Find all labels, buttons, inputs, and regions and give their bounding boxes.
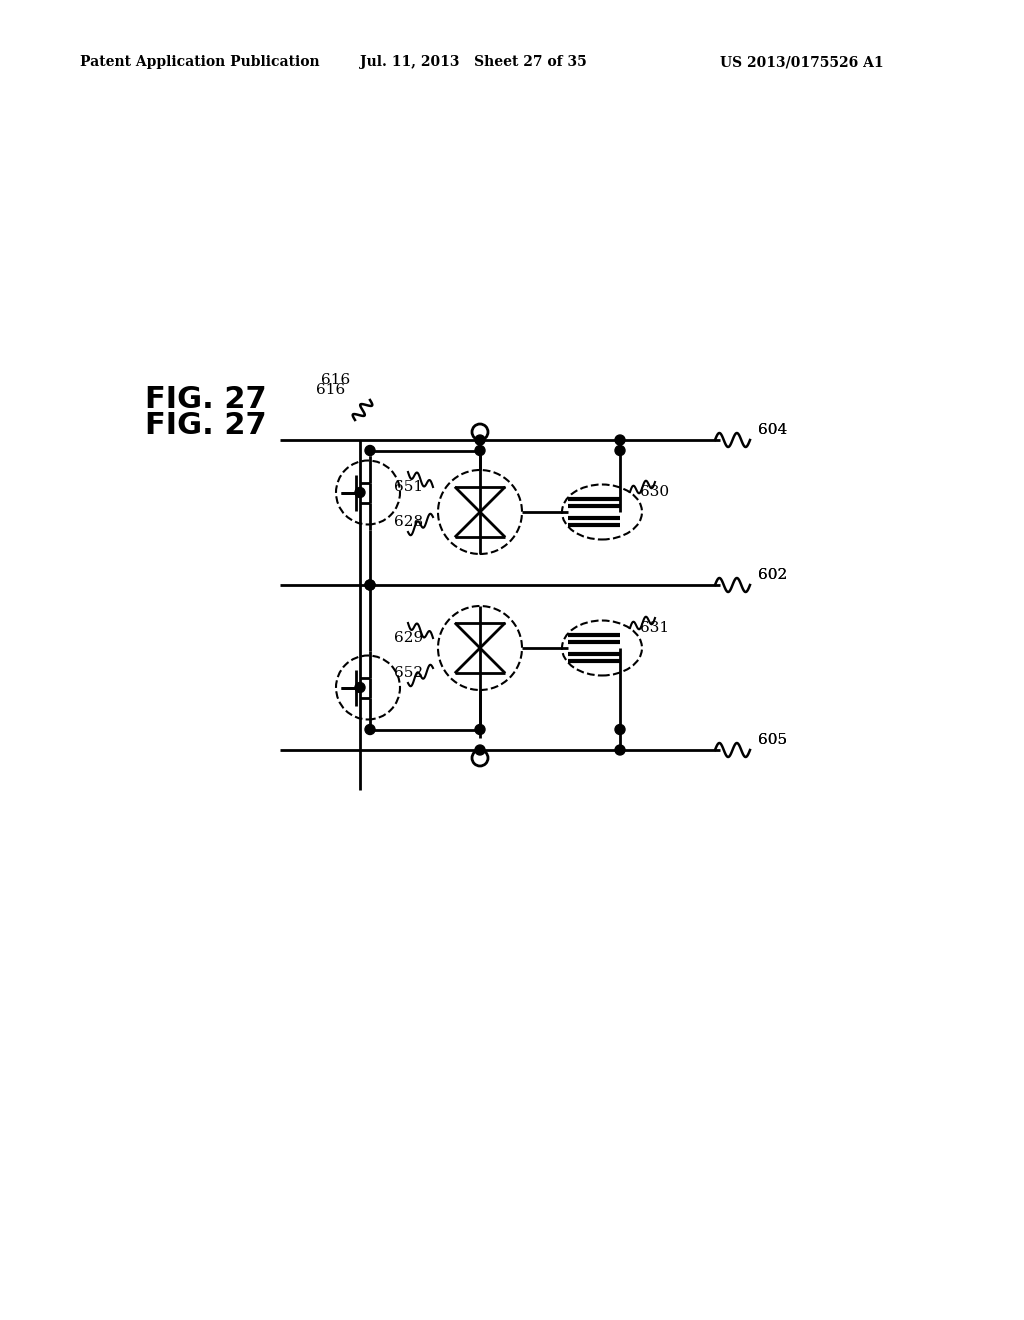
Circle shape	[365, 446, 375, 455]
Circle shape	[615, 446, 625, 455]
Text: Jul. 11, 2013   Sheet 27 of 35: Jul. 11, 2013 Sheet 27 of 35	[360, 55, 587, 69]
Text: 630: 630	[640, 484, 669, 499]
Text: 651: 651	[394, 480, 423, 494]
Circle shape	[355, 682, 365, 693]
Circle shape	[475, 436, 485, 445]
Text: 604: 604	[758, 422, 787, 437]
Circle shape	[355, 487, 365, 498]
Text: 616: 616	[321, 374, 350, 387]
Circle shape	[365, 579, 375, 590]
Circle shape	[475, 744, 485, 755]
Circle shape	[365, 725, 375, 734]
Text: 602: 602	[758, 568, 787, 582]
Text: US 2013/0175526 A1: US 2013/0175526 A1	[720, 55, 884, 69]
Circle shape	[615, 744, 625, 755]
Text: 628: 628	[394, 515, 423, 529]
Circle shape	[472, 750, 488, 766]
Text: 616: 616	[315, 383, 345, 397]
Text: 605: 605	[758, 733, 787, 747]
Text: 652: 652	[394, 667, 423, 680]
Text: 629: 629	[394, 631, 423, 645]
Circle shape	[365, 579, 375, 590]
Text: 605: 605	[758, 733, 787, 747]
Circle shape	[615, 436, 625, 445]
Text: 631: 631	[640, 620, 669, 635]
Text: Patent Application Publication: Patent Application Publication	[80, 55, 319, 69]
Text: 604: 604	[758, 422, 787, 437]
Circle shape	[472, 424, 488, 440]
Circle shape	[615, 725, 625, 734]
Circle shape	[475, 446, 485, 455]
Circle shape	[475, 725, 485, 734]
Text: 602: 602	[758, 568, 787, 582]
Text: FIG. 27: FIG. 27	[145, 385, 266, 414]
Text: FIG. 27: FIG. 27	[145, 411, 266, 440]
